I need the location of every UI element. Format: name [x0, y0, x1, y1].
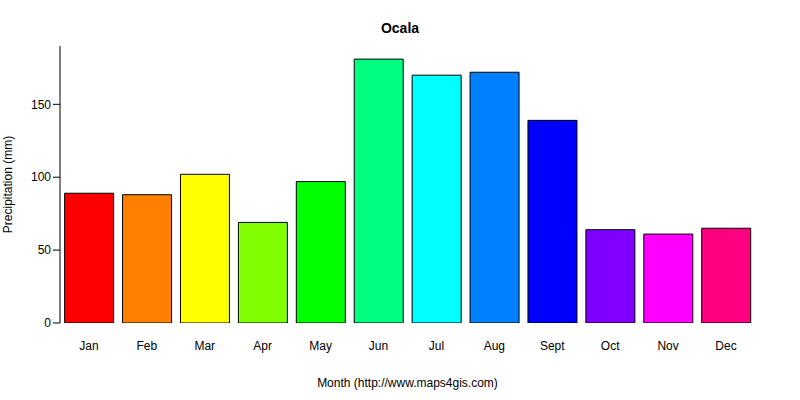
svg-text:Jan: Jan: [79, 339, 98, 353]
svg-text:Mar: Mar: [194, 339, 215, 353]
svg-text:Precipitation (mm): Precipitation (mm): [1, 136, 15, 233]
svg-text:Oct: Oct: [601, 339, 620, 353]
svg-text:Feb: Feb: [137, 339, 158, 353]
svg-text:May: May: [309, 339, 332, 353]
svg-text:Aug: Aug: [484, 339, 505, 353]
svg-text:150: 150: [31, 98, 51, 112]
svg-text:Dec: Dec: [715, 339, 736, 353]
svg-text:Jul: Jul: [429, 339, 444, 353]
svg-text:0: 0: [44, 316, 51, 330]
svg-text:100: 100: [31, 170, 51, 184]
svg-text:Apr: Apr: [253, 339, 272, 353]
html-text:Ocala: Ocala: [380, 20, 420, 36]
svg-text:Nov: Nov: [657, 339, 678, 353]
svg-text:Jun: Jun: [369, 339, 388, 353]
svg-text:Sept: Sept: [540, 339, 565, 353]
svg-text:50: 50: [38, 243, 52, 257]
svg-text:Month (http://www.maps4gis.com: Month (http://www.maps4gis.com): [317, 376, 498, 390]
